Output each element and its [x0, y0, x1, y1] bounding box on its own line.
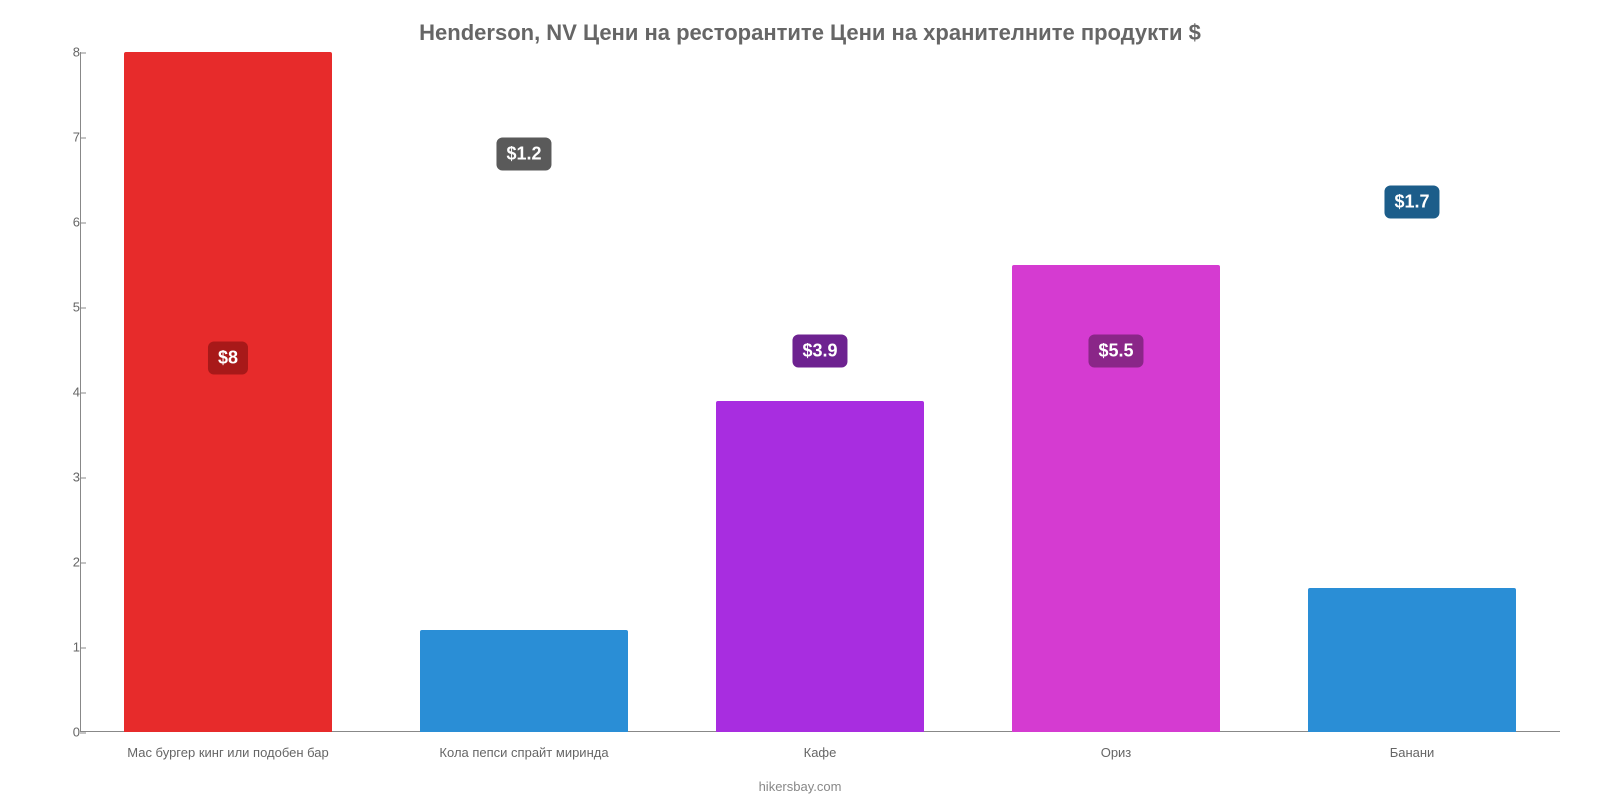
y-tick-label: 7	[50, 130, 80, 145]
y-axis: 012345678	[50, 52, 80, 732]
bar: $3.9	[716, 401, 923, 733]
value-badge: $1.2	[496, 138, 551, 171]
y-tick-label: 3	[50, 470, 80, 485]
x-axis-label: Ориз	[968, 745, 1264, 760]
y-tick-label: 8	[50, 45, 80, 60]
bar-slot: $3.9	[672, 52, 968, 732]
x-axis-label: Кафе	[672, 745, 968, 760]
x-axis-label: Банани	[1264, 745, 1560, 760]
x-axis-labels: Мас бургер кинг или подобен барКола пепс…	[80, 745, 1560, 760]
bar-slot: $5.5	[968, 52, 1264, 732]
y-tick-label: 4	[50, 385, 80, 400]
value-badge: $1.7	[1384, 185, 1439, 218]
bar: $5.5	[1012, 265, 1219, 733]
x-axis-label: Мас бургер кинг или подобен бар	[80, 745, 376, 760]
bar: $1.2	[420, 630, 627, 732]
bar-slot: $8	[80, 52, 376, 732]
bar: $8	[124, 52, 331, 732]
chart-container: Henderson, NV Цени на ресторантите Цени …	[0, 0, 1600, 800]
y-tick-label: 5	[50, 300, 80, 315]
plot-area: 012345678 $8$1.2$3.9$5.5$1.7 Мас бургер …	[60, 52, 1560, 732]
value-badge: $5.5	[1088, 335, 1143, 368]
y-tick-label: 2	[50, 555, 80, 570]
y-tick-label: 6	[50, 215, 80, 230]
bar: $1.7	[1308, 588, 1515, 733]
value-badge: $8	[208, 342, 248, 375]
chart-title: Henderson, NV Цени на ресторантите Цени …	[60, 20, 1560, 46]
y-tick-mark	[80, 732, 86, 733]
value-badge: $3.9	[792, 335, 847, 368]
x-axis-label: Кола пепси спрайт миринда	[376, 745, 672, 760]
bars-group: $8 $1.2 $3.9 $5.5 $1.7	[80, 52, 1560, 732]
bar-slot: $1.7	[1264, 52, 1560, 732]
attribution-text: hikersbay.com	[0, 779, 1600, 794]
y-tick-label: 0	[50, 725, 80, 740]
bar-slot: $1.2	[376, 52, 672, 732]
y-tick-label: 1	[50, 640, 80, 655]
